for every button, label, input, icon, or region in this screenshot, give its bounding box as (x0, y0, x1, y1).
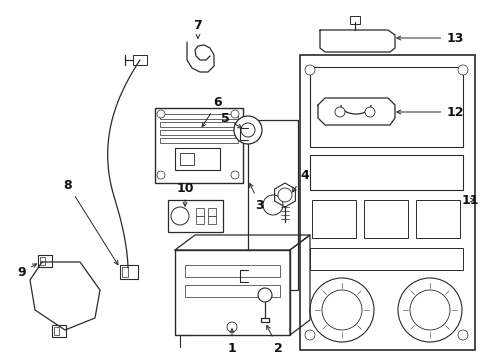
Bar (52, 325, 66, 337)
Bar (133, 55, 147, 65)
Bar (122, 267, 128, 277)
Circle shape (409, 290, 449, 330)
Bar (196, 208, 203, 216)
Bar (311, 200, 355, 238)
Bar (299, 55, 474, 350)
Bar (363, 200, 407, 238)
Text: 13: 13 (396, 32, 463, 45)
Circle shape (364, 107, 374, 117)
Text: 5: 5 (220, 112, 241, 128)
Bar (40, 257, 45, 265)
Bar (415, 200, 459, 238)
Bar (120, 265, 138, 279)
Bar (184, 285, 280, 297)
Text: 9: 9 (18, 264, 37, 279)
Text: 3: 3 (249, 184, 264, 212)
Text: 11: 11 (460, 194, 478, 207)
Bar (160, 114, 238, 119)
Text: 2: 2 (266, 325, 282, 355)
Bar (38, 255, 52, 267)
Bar (54, 327, 59, 335)
Circle shape (278, 188, 291, 202)
Circle shape (230, 110, 239, 118)
Text: 7: 7 (193, 18, 202, 38)
Bar (180, 153, 194, 165)
Circle shape (305, 330, 314, 340)
Bar (175, 148, 220, 170)
Bar (207, 216, 216, 224)
Bar (168, 200, 223, 232)
Bar (175, 250, 289, 335)
Bar (160, 138, 238, 143)
Circle shape (321, 290, 361, 330)
Circle shape (309, 278, 373, 342)
Circle shape (457, 330, 467, 340)
Circle shape (457, 65, 467, 75)
Circle shape (230, 171, 239, 179)
Circle shape (157, 110, 164, 118)
Text: 12: 12 (396, 105, 463, 118)
Text: 10: 10 (176, 181, 193, 206)
Text: 8: 8 (63, 179, 118, 265)
Bar (160, 122, 238, 127)
Bar (309, 248, 462, 270)
Circle shape (263, 195, 283, 215)
Bar (309, 155, 462, 190)
Bar (247, 120, 297, 290)
Text: 6: 6 (202, 95, 222, 127)
Text: 1: 1 (227, 329, 236, 355)
Bar (196, 216, 203, 224)
Circle shape (397, 278, 461, 342)
Circle shape (241, 123, 254, 137)
Bar (184, 265, 280, 277)
Circle shape (334, 107, 345, 117)
Circle shape (305, 65, 314, 75)
Bar (349, 16, 359, 24)
Text: 4: 4 (292, 168, 309, 192)
Circle shape (171, 207, 189, 225)
Circle shape (258, 288, 271, 302)
Bar (207, 208, 216, 216)
Bar (160, 130, 238, 135)
Circle shape (226, 322, 237, 332)
Circle shape (234, 116, 262, 144)
Bar (309, 67, 462, 147)
Bar (155, 108, 243, 183)
Circle shape (157, 171, 164, 179)
